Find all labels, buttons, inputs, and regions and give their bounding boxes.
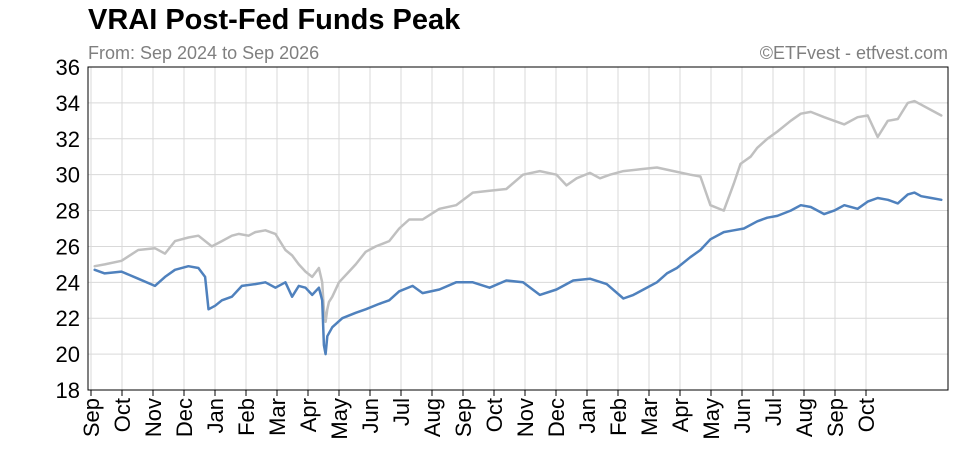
chart-series-group [93, 99, 943, 356]
x-tick-label: Sep [823, 398, 848, 437]
x-tick-label: May [699, 398, 724, 440]
x-tick-label: May [327, 398, 352, 440]
y-axis: 18 20 22 24 26 28 30 32 34 36 [56, 55, 80, 403]
x-tick-label: Jul [761, 398, 786, 426]
y-tick-label: 32 [56, 127, 80, 152]
y-tick-label: 26 [56, 234, 80, 259]
x-tick-label: Jan [575, 398, 600, 433]
x-tick-label: Mar [265, 398, 290, 436]
y-tick-label: 18 [56, 378, 80, 403]
y-tick-label: 28 [56, 199, 80, 224]
x-tick-label: Apr [296, 398, 321, 432]
x-tick-label: Aug [792, 398, 817, 437]
y-tick-label: 36 [56, 55, 80, 80]
x-tick-label: Jun [730, 398, 755, 433]
y-tick-label: 24 [56, 270, 80, 295]
x-tick-label: Sep [79, 398, 104, 437]
x-tick-label: Aug [420, 398, 445, 437]
x-tick-label: Jun [358, 398, 383, 433]
x-tick-label: Nov [141, 398, 166, 437]
x-axis: Sep Oct Nov Dec Jan Feb Mar Apr May Jun Jul Aug Sep O… [79, 390, 879, 440]
plot-area-frame [87, 66, 949, 391]
series-line-1 [93, 99, 943, 324]
y-tick-label: 30 [56, 163, 80, 188]
chart-credit: ©ETFvest - etfvest.com [759, 43, 948, 63]
y-tick-label: 34 [56, 91, 80, 116]
x-tick-label: Apr [668, 398, 693, 432]
x-tick-label: Oct [110, 398, 135, 432]
y-tick-label: 20 [56, 342, 80, 367]
chart-subtitle: From: Sep 2024 to Sep 2026 [88, 43, 320, 63]
x-tick-label: Dec [544, 398, 569, 437]
x-tick-label: Oct [854, 398, 879, 432]
x-tick-label: Dec [172, 398, 197, 437]
x-tick-label: Jul [389, 398, 414, 426]
x-tick-label: Mar [637, 398, 662, 436]
x-tick-label: Feb [606, 398, 631, 436]
x-tick-label: Feb [234, 398, 259, 436]
y-tick-label: 22 [56, 306, 80, 331]
x-tick-label: Sep [451, 398, 476, 437]
chart-title: VRAI Post-Fed Funds Peak [88, 4, 461, 36]
series-line-2 [93, 191, 943, 356]
x-tick-label: Oct [482, 398, 507, 432]
x-tick-label: Nov [513, 398, 538, 437]
x-tick-label: Jan [203, 398, 228, 433]
